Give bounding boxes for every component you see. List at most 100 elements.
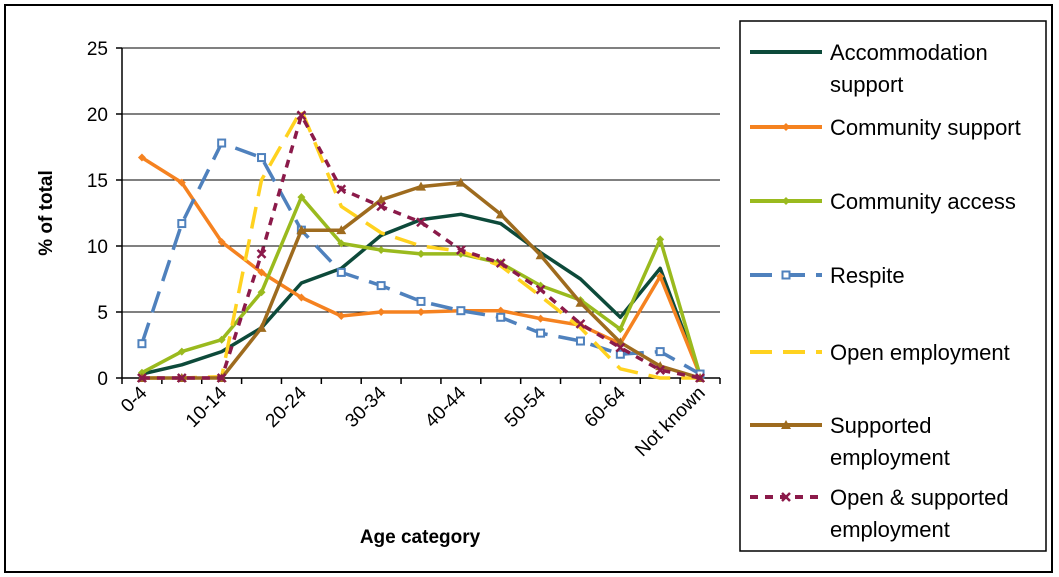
series-line — [141, 108, 701, 380]
data-point — [656, 235, 665, 244]
legend-marker — [781, 420, 791, 429]
legend-marker — [781, 492, 791, 502]
legend-marker — [782, 197, 790, 205]
legend-label: support — [830, 72, 903, 97]
data-point — [376, 201, 387, 212]
data-point — [336, 267, 346, 277]
data-point — [376, 194, 387, 204]
legend-label: Community access — [830, 189, 1016, 214]
data-point — [655, 365, 666, 375]
legend-label: Supported — [830, 413, 932, 438]
legend-marker — [782, 123, 790, 131]
legend-label: employment — [830, 517, 950, 542]
legend-item: Open employment — [750, 340, 1010, 365]
data-point — [296, 225, 307, 235]
x-axis-title: Age category — [360, 527, 481, 548]
legend-label: Open & supported — [830, 485, 1009, 510]
data-point — [297, 193, 306, 202]
axes — [116, 47, 721, 384]
data-point — [257, 288, 266, 297]
data-point — [536, 314, 545, 323]
data-point — [177, 178, 186, 187]
data-point — [336, 225, 347, 235]
legend-box — [739, 20, 1047, 552]
y-tick-label: 25 — [87, 39, 108, 60]
data-point — [256, 322, 267, 332]
x-tick-label: 0-4 — [117, 382, 152, 417]
data-point — [535, 250, 546, 260]
legend: Accommodation support Community support Com… — [739, 20, 1047, 552]
data-point — [416, 217, 426, 228]
data-point — [336, 184, 347, 195]
data-point — [417, 249, 425, 258]
data-point — [377, 308, 386, 316]
y-tick-labels: 0 5 10 15 20 25 — [87, 39, 108, 390]
legend-item: Open & supported employment — [750, 485, 1009, 542]
data-point — [495, 209, 506, 219]
data-point — [616, 325, 625, 334]
data-point — [376, 281, 386, 291]
data-point — [495, 258, 506, 269]
data-point — [176, 373, 187, 383]
series-open-supported-employment — [137, 110, 705, 383]
legend-item: Community access — [750, 189, 1016, 214]
data-point — [535, 284, 546, 295]
data-point — [536, 328, 546, 338]
series-line — [140, 141, 701, 376]
data-point — [137, 373, 147, 383]
x-tick-label: 50-54 — [501, 382, 551, 432]
data-point — [257, 268, 266, 277]
legend-label: Open employment — [830, 340, 1010, 365]
data-point — [177, 219, 187, 229]
legend-label: employment — [830, 445, 950, 470]
data-point — [296, 110, 307, 121]
data-point — [416, 296, 426, 306]
x-tick-label: 20-24 — [262, 382, 312, 432]
x-tick-label: 30-34 — [341, 382, 391, 432]
data-point — [217, 238, 226, 247]
series-open-employment — [141, 108, 701, 380]
legend-item: Community support — [750, 115, 1021, 140]
data-point — [455, 177, 466, 187]
legend-label: Accommodation — [830, 40, 988, 65]
data-point — [177, 347, 186, 356]
data-point — [337, 239, 346, 248]
data-point — [337, 311, 346, 320]
data-point — [575, 336, 585, 346]
data-point — [695, 373, 705, 383]
data-point — [615, 349, 625, 359]
legend-item: Supported employment — [750, 413, 950, 470]
data-point — [377, 245, 386, 254]
data-point — [496, 312, 506, 322]
legend-label: Respite — [830, 263, 905, 288]
y-tick-label: 15 — [87, 171, 108, 192]
legend-marker — [781, 270, 791, 280]
y-tick-label: 20 — [87, 105, 108, 126]
data-point — [297, 293, 306, 302]
data-point — [257, 153, 267, 163]
x-tick-label: Not known — [631, 383, 709, 461]
series-accommodation-support — [141, 212, 702, 377]
y-axis-title: % of total — [36, 170, 57, 256]
data-point — [216, 373, 227, 383]
data-point — [656, 272, 665, 281]
y-tick-label: 5 — [97, 303, 108, 324]
data-point — [256, 249, 267, 259]
x-tick-label: 60-64 — [581, 382, 631, 432]
series-line — [141, 212, 702, 377]
data-point — [217, 335, 226, 344]
series-layer — [136, 108, 706, 383]
data-point — [615, 342, 626, 353]
legend-item: Respite — [750, 263, 905, 288]
series-line — [141, 113, 701, 380]
data-point — [455, 245, 466, 255]
data-point — [137, 153, 146, 162]
data-point — [655, 347, 665, 357]
data-point — [417, 308, 425, 316]
data-point — [575, 318, 586, 329]
data-point — [456, 306, 466, 316]
legend-item: Accommodation support — [750, 40, 988, 97]
y-tick-label: 10 — [87, 237, 108, 258]
gridlines — [122, 47, 720, 313]
